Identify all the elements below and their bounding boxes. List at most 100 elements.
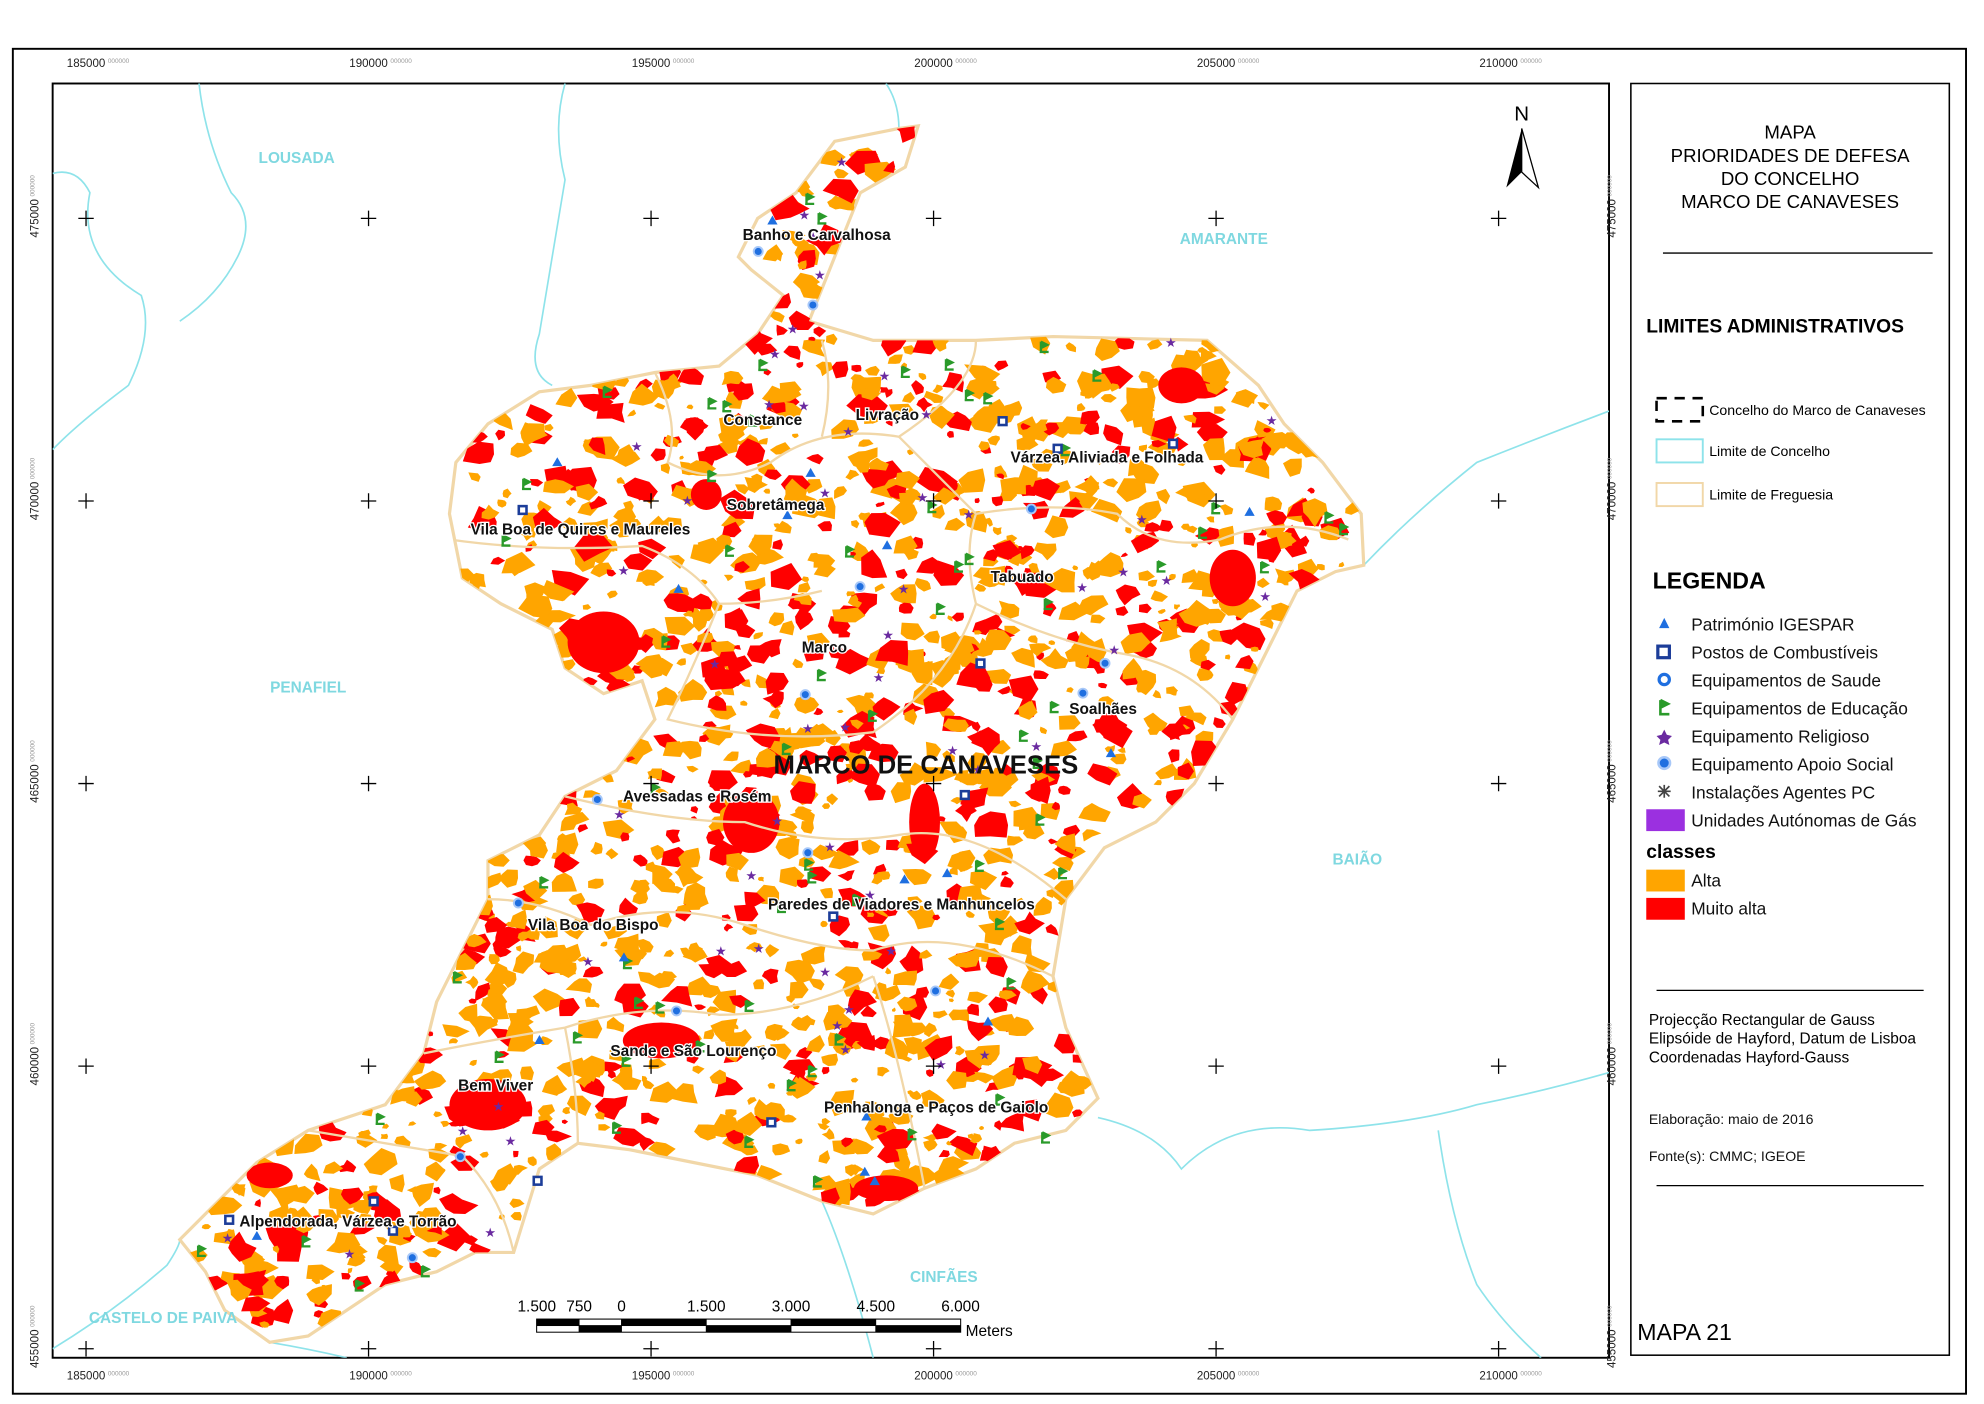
high-area — [923, 630, 940, 644]
coordinate-suffix: 000000 — [30, 457, 37, 479]
high-area — [519, 527, 537, 538]
high-area — [697, 608, 715, 622]
religious-symbol: ★ — [1076, 580, 1088, 595]
high-area — [826, 793, 839, 806]
high-area — [976, 368, 993, 383]
very-high-area — [268, 1298, 294, 1324]
map-title: PRIORIDADES DE DEFESA — [1671, 145, 1910, 166]
very-high-area — [1020, 545, 1035, 560]
high-area — [974, 583, 987, 592]
heritage-symbol — [552, 457, 563, 467]
very-high-area — [606, 569, 617, 577]
high-area — [1169, 691, 1177, 696]
fuel-symbol — [368, 1196, 379, 1207]
parish-line — [653, 340, 978, 477]
education-symbol — [1324, 511, 1335, 524]
very-high-area — [942, 372, 964, 393]
religious-symbol: ★ — [1136, 512, 1148, 527]
very-high-area — [817, 521, 832, 532]
very-high-area — [606, 1069, 617, 1079]
projection-line: Coordenadas Hayford-Gauss — [1649, 1049, 1850, 1066]
parish-line — [564, 795, 1067, 901]
social-symbol — [752, 245, 764, 257]
high-area — [944, 517, 966, 531]
high-area — [890, 782, 912, 804]
x-coordinate: 210000 — [1479, 58, 1518, 70]
very-high-area — [449, 1079, 527, 1131]
education-symbol — [1032, 756, 1043, 769]
high-area — [322, 1161, 344, 1174]
religious-symbol: ★ — [921, 407, 933, 422]
religious-symbol: ★ — [898, 582, 910, 597]
y-coordinate: 455000 — [1606, 1329, 1618, 1368]
high-area — [834, 966, 864, 985]
parish-label: Penhalonga e Paços de Gaiolo — [824, 1099, 1048, 1116]
high-area — [1202, 438, 1225, 461]
high-area — [1082, 492, 1090, 499]
social-symbol — [930, 985, 941, 997]
very-high-area — [773, 292, 792, 309]
very-high-area — [997, 1110, 1025, 1132]
very-high-area — [620, 832, 630, 842]
parish-line — [563, 1027, 580, 1144]
grid-cross — [1490, 493, 1507, 509]
high-area — [850, 1077, 859, 1083]
class-swatch — [1646, 869, 1685, 892]
high-area — [565, 496, 577, 507]
high-area — [867, 912, 875, 917]
high-area — [938, 1156, 970, 1172]
education-symbol — [707, 469, 718, 483]
high-area — [1078, 802, 1111, 823]
parish-label: Soalhães — [1069, 701, 1137, 718]
high-area — [1250, 646, 1259, 652]
high-area — [945, 989, 956, 998]
very-high-area — [1099, 722, 1133, 749]
very-high-area — [576, 902, 605, 924]
high-area — [1244, 457, 1270, 480]
very-high-area — [492, 940, 504, 950]
legend-item: Equipamentos de Saude — [1691, 671, 1881, 691]
scale-segment — [536, 1325, 580, 1333]
high-area — [1030, 457, 1053, 472]
very-high-area — [757, 639, 782, 658]
very-high-area — [847, 989, 877, 1016]
high-area — [616, 476, 625, 485]
high-area — [751, 534, 760, 542]
very-high-area — [1103, 424, 1124, 446]
very-high-area — [806, 453, 824, 465]
high-area — [504, 921, 512, 927]
high-area — [1152, 689, 1162, 699]
high-area — [832, 607, 866, 623]
high-area — [367, 1185, 378, 1194]
admin-swatch — [1655, 482, 1704, 508]
very-high-area — [436, 1222, 471, 1252]
limit-line — [179, 83, 247, 322]
high-area — [977, 573, 1002, 588]
high-area — [959, 775, 965, 783]
high-area — [653, 876, 676, 893]
very-high-area — [899, 945, 924, 977]
high-area — [434, 1142, 448, 1150]
high-area — [845, 763, 856, 771]
education-symbol — [539, 875, 550, 889]
fuel-symbol — [959, 789, 970, 801]
coordinate-suffix: 000000 — [1520, 58, 1542, 65]
very-high-area — [809, 866, 832, 882]
y-coordinate: 470000 — [1606, 482, 1618, 521]
very-high-area — [985, 956, 1008, 978]
education-symbol — [611, 1121, 623, 1134]
coordinate-suffix: 000000 — [673, 1371, 695, 1378]
high-area — [800, 945, 826, 965]
class-item: Alta — [1691, 870, 1721, 890]
high-area — [654, 686, 680, 708]
very-high-area — [762, 690, 784, 709]
high-area — [630, 879, 650, 895]
religious-symbol: ★ — [582, 954, 594, 969]
parish-label: Bem Viver — [458, 1078, 533, 1095]
legend-symbol — [1657, 784, 1671, 798]
high-area — [1136, 517, 1150, 528]
scale-segment — [875, 1318, 961, 1327]
high-area — [877, 871, 891, 881]
high-area — [1135, 500, 1162, 524]
high-area — [1029, 643, 1052, 657]
